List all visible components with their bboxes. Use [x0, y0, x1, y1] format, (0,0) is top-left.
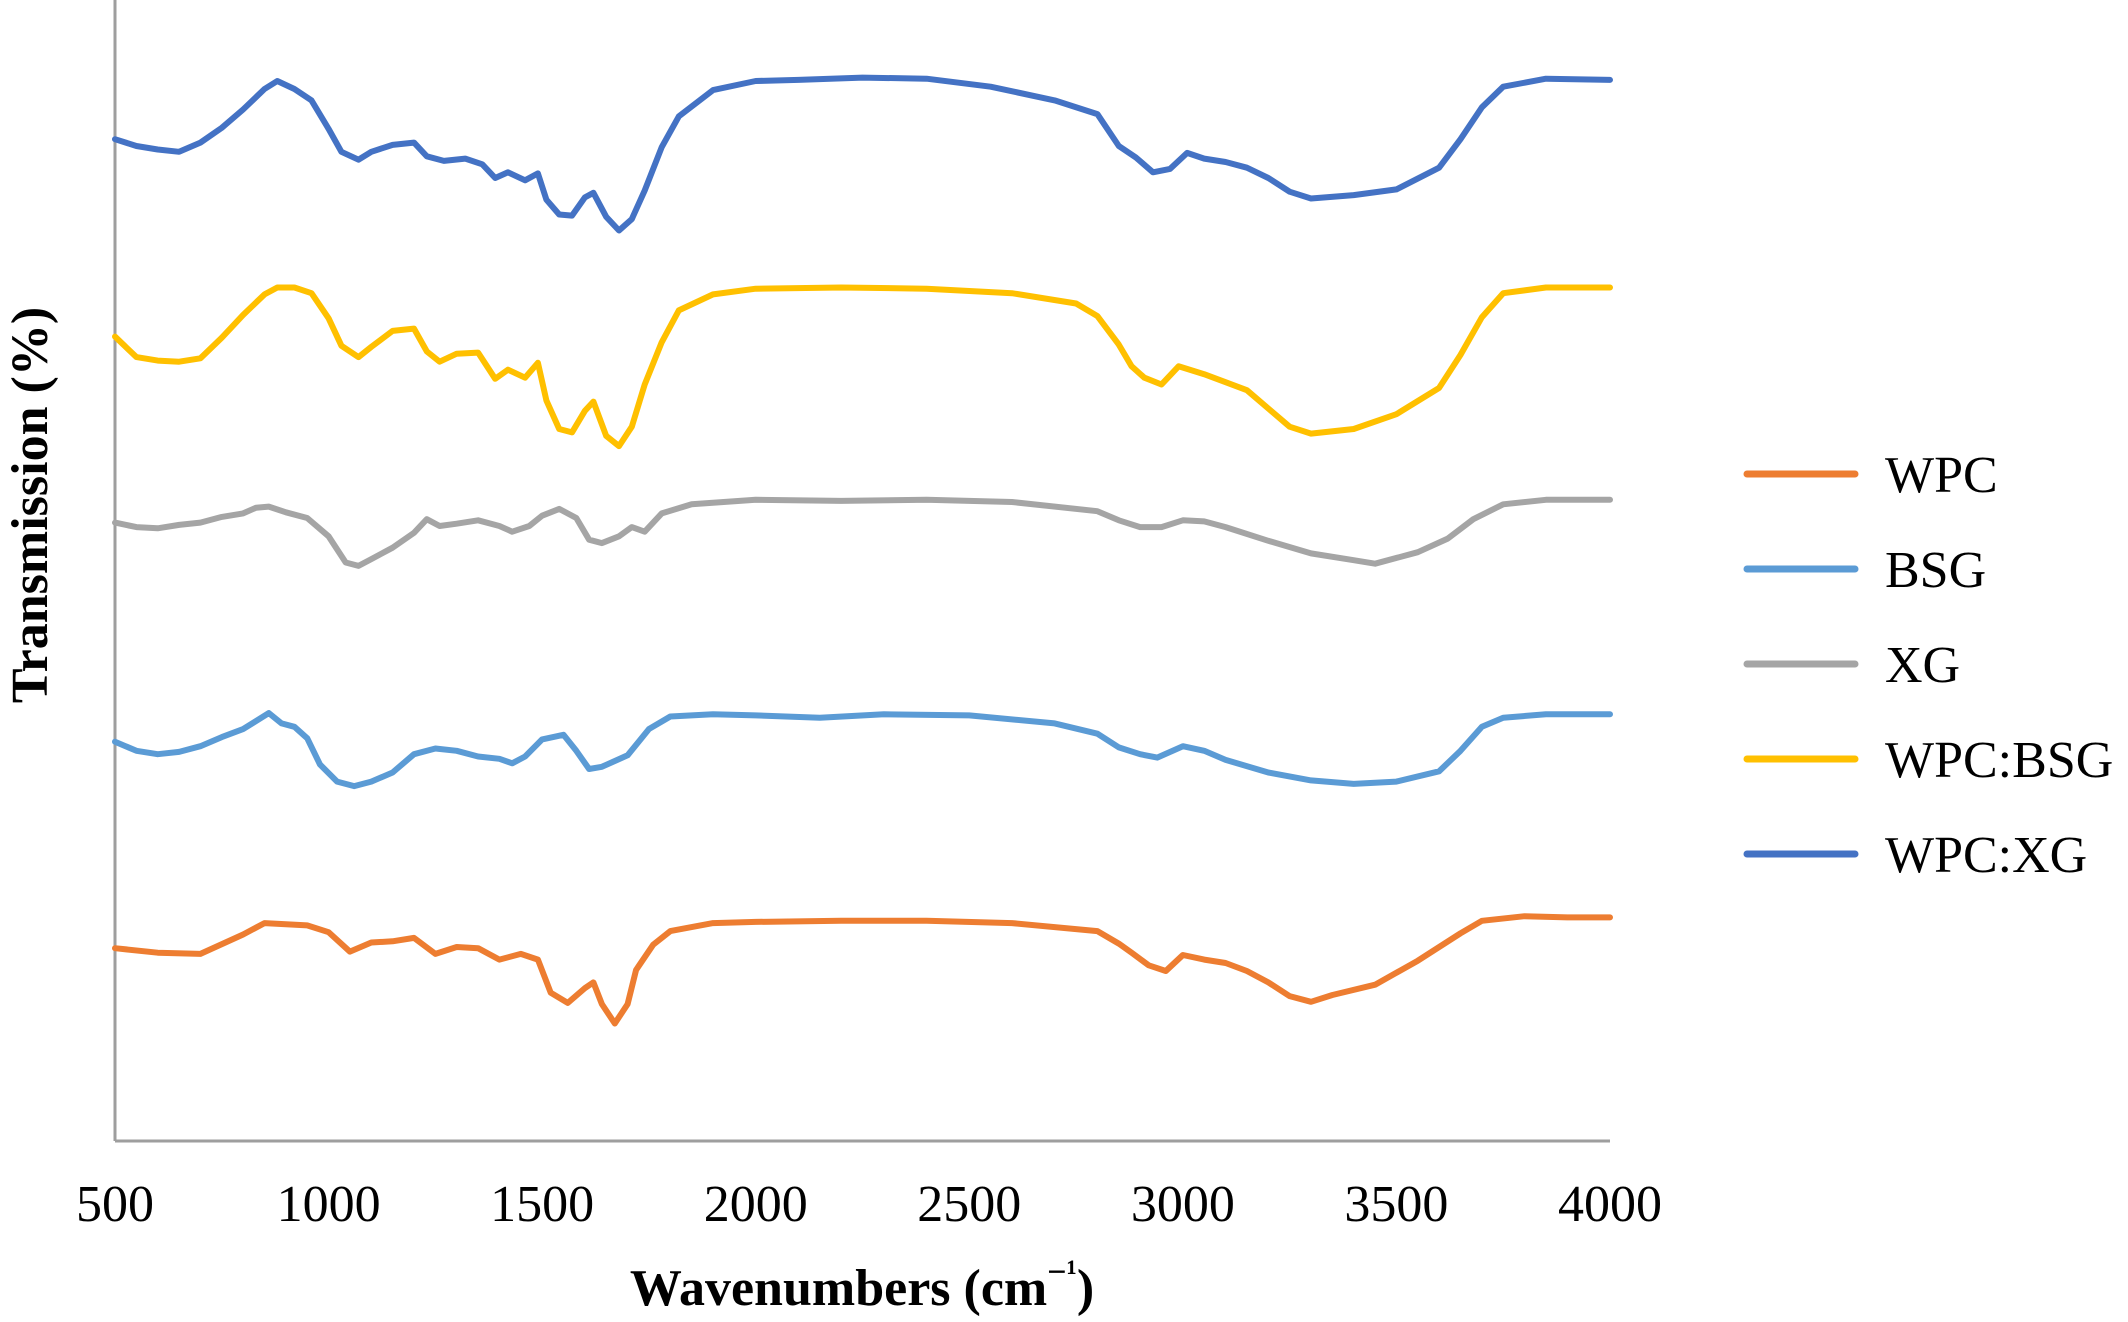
- legend-item-bsg: BSG: [1743, 542, 1986, 599]
- x-tick-label-1000: 1000: [277, 1176, 381, 1233]
- legend: WPC BSG XG WPC:BSG WPC:XG: [1743, 447, 2113, 884]
- legend-label-xg: XG: [1885, 637, 1960, 694]
- legend-label-wpc-bsg: WPC:BSG: [1885, 732, 2113, 789]
- series-line-wpc-xg: [112, 74, 1613, 234]
- axes: [113, 0, 1610, 1143]
- series-line-wpc-bsg: [112, 284, 1613, 450]
- series-line-bsg: [112, 710, 1613, 790]
- x-tick-label-4000: 4000: [1558, 1176, 1662, 1233]
- x-tick-label-1500: 1500: [490, 1176, 594, 1233]
- legend-item-xg: XG: [1743, 637, 1960, 694]
- x-tick-label-500: 500: [76, 1176, 154, 1233]
- x-axis-title: Wavenumbers (cm−¹): [630, 1254, 1094, 1317]
- x-tick-label-3000: 3000: [1131, 1176, 1235, 1233]
- legend-label-bsg: BSG: [1885, 542, 1986, 599]
- x-tick-labels: 500 1000 1500 2000 2500 3000 3500 4000: [76, 1176, 1662, 1233]
- series-line-wpc: [112, 913, 1613, 1027]
- x-axis-title-main: Wavenumbers (cm: [630, 1260, 1047, 1317]
- x-tick-label-2000: 2000: [704, 1176, 808, 1233]
- series-line-xg: [112, 496, 1613, 569]
- series-layer: [112, 74, 1613, 1027]
- legend-item-wpc: WPC: [1743, 447, 1998, 504]
- x-axis-title-close: ): [1077, 1260, 1094, 1317]
- x-tick-label-2500: 2500: [917, 1176, 1021, 1233]
- legend-item-wpc-bsg: WPC:BSG: [1743, 732, 2113, 789]
- x-tick-label-3500: 3500: [1344, 1176, 1448, 1233]
- legend-item-wpc-xg: WPC:XG: [1743, 827, 2087, 884]
- x-axis-title-sup: −¹: [1047, 1254, 1077, 1291]
- legend-label-wpc-xg: WPC:XG: [1885, 827, 2087, 884]
- y-axis-title: Transmission (%): [2, 307, 59, 703]
- legend-label-wpc: WPC: [1885, 447, 1998, 504]
